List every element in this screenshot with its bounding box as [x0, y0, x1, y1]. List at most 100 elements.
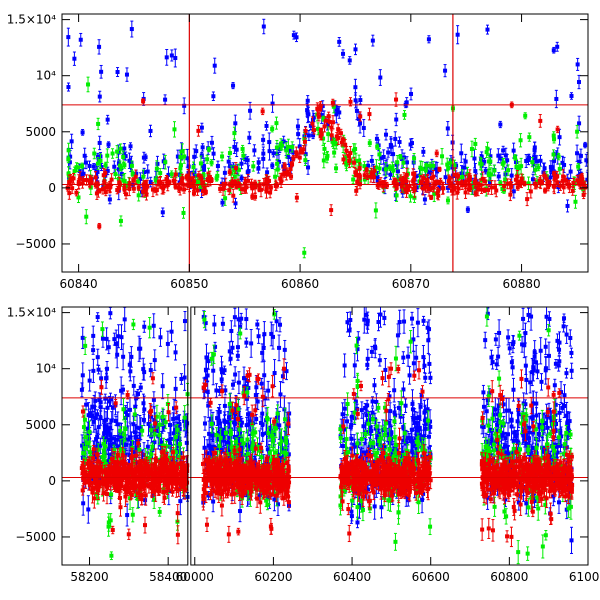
data-point: [347, 159, 352, 164]
data-point: [289, 174, 294, 179]
data-point: [388, 172, 393, 177]
data-point: [173, 428, 178, 433]
data-point: [160, 185, 165, 190]
data-point: [535, 179, 540, 184]
data-point: [125, 513, 130, 518]
data-point: [344, 148, 349, 153]
data-point: [394, 97, 399, 102]
data-point: [250, 186, 255, 191]
data-point: [66, 157, 71, 162]
reference-lines: [62, 14, 588, 272]
plot-frame: [61, 13, 589, 273]
data-point: [469, 146, 474, 151]
data-point: [107, 426, 112, 431]
data-point: [115, 352, 120, 357]
data-point: [115, 444, 120, 449]
data-point: [503, 153, 508, 158]
data-point: [268, 190, 273, 195]
data-point: [472, 179, 477, 184]
data-point: [94, 437, 99, 442]
data-point: [154, 166, 159, 171]
data-point: [551, 48, 556, 53]
data-point: [164, 177, 169, 182]
data-point: [569, 93, 574, 98]
data-point: [421, 176, 426, 181]
data-point: [347, 58, 352, 63]
data-point: [251, 164, 256, 169]
data-point: [87, 163, 92, 168]
data-point: [173, 172, 178, 177]
data-point: [95, 315, 100, 320]
data-point: [93, 175, 98, 180]
data-point: [542, 173, 547, 178]
data-point: [319, 113, 324, 118]
data-point: [105, 153, 110, 158]
data-point: [211, 151, 216, 156]
data-point: [92, 453, 97, 458]
data-point: [368, 174, 373, 179]
data-point: [429, 195, 434, 200]
data-point: [303, 158, 308, 163]
data-point: [105, 184, 110, 189]
data-point: [98, 443, 103, 448]
data-point: [175, 443, 180, 448]
data-point: [414, 185, 419, 190]
data-point: [128, 369, 133, 374]
data-point: [233, 121, 238, 126]
data-point: [318, 134, 323, 139]
data-point: [534, 183, 539, 188]
data-point: [264, 123, 269, 128]
data-point: [384, 183, 389, 188]
data-point: [278, 143, 283, 148]
data-point: [378, 156, 383, 161]
data-point: [505, 181, 510, 186]
data-point: [538, 118, 543, 123]
data-point: [105, 405, 110, 410]
data-point: [339, 140, 344, 145]
data-point: [165, 341, 170, 346]
data-point: [240, 187, 245, 192]
data-point: [463, 183, 468, 188]
data-point: [163, 160, 168, 165]
data-point: [118, 146, 123, 151]
data-point: [387, 165, 392, 170]
data-point: [206, 172, 211, 177]
data-points: [79, 307, 575, 565]
data-point: [223, 181, 228, 186]
data-point: [195, 188, 200, 193]
data-point: [67, 191, 72, 196]
data-point: [260, 350, 265, 355]
data-point: [312, 128, 317, 133]
data-point: [245, 158, 250, 163]
data-point: [155, 161, 160, 166]
data-point: [555, 174, 560, 179]
data-point: [391, 152, 396, 157]
data-point: [66, 35, 71, 40]
data-point: [122, 317, 127, 322]
data-point: [351, 148, 356, 153]
data-point: [261, 137, 266, 142]
data-point: [253, 185, 258, 190]
data-point: [91, 368, 96, 373]
data-point: [306, 133, 311, 138]
data-point: [496, 153, 501, 158]
data-point: [341, 51, 346, 56]
data-point: [83, 160, 88, 165]
data-point: [270, 163, 275, 168]
data-point: [334, 166, 339, 171]
data-point: [124, 72, 129, 77]
data-point: [453, 172, 458, 177]
data-point: [164, 451, 169, 456]
data-point: [141, 189, 146, 194]
data-point: [294, 195, 299, 200]
data-point: [489, 185, 494, 190]
data-point: [404, 189, 409, 194]
data-point: [353, 98, 358, 103]
data-point: [348, 99, 353, 104]
data-point: [96, 425, 101, 430]
data-point: [436, 193, 441, 198]
data-point: [199, 125, 204, 130]
data-point: [164, 55, 169, 60]
data-point: [560, 178, 565, 183]
data-point: [123, 409, 128, 414]
